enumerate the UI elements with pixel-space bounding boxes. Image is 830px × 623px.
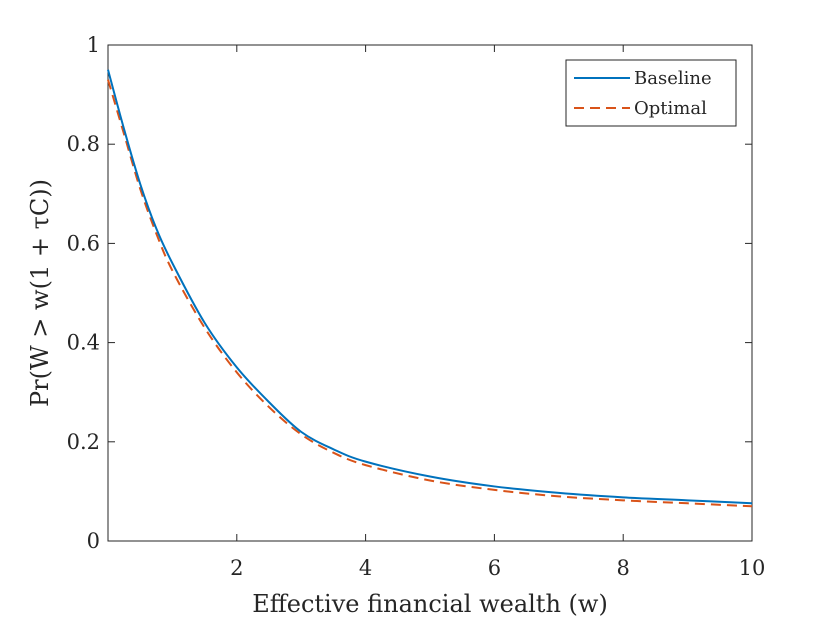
legend-box: [565, 59, 737, 127]
series-line-optimal: [107, 79, 753, 508]
y-tick-label: 0.6: [67, 231, 100, 255]
series-lines: [107, 69, 753, 508]
x-tick-label: 8: [617, 556, 630, 580]
series-line-baseline: [107, 69, 753, 505]
x-axis-label: Effective financial wealth (w): [252, 590, 608, 618]
plot-area: [107, 44, 753, 542]
y-tick-label: 0.8: [67, 132, 100, 156]
y-tick-label: 0: [87, 529, 100, 553]
x-tick-label: 2: [230, 556, 243, 580]
x-tick-label: 6: [488, 556, 501, 580]
x-tick-label: 4: [359, 556, 372, 580]
y-tick-label: 0.2: [67, 430, 100, 454]
plot-frame: [107, 44, 753, 542]
x-tick-label: 10: [739, 556, 766, 580]
legend: Baseline Optimal: [565, 59, 737, 127]
y-tick-label: 1: [87, 33, 100, 57]
axis-ticks: 2 4 6 8 10 0 0.2 0.4 0.6 0.8 1: [67, 33, 766, 580]
y-tick-label: 0.4: [67, 331, 100, 355]
legend-label-optimal: Optimal: [634, 98, 707, 119]
legend-label-baseline: Baseline: [634, 68, 712, 89]
y-axis-label: Pr(W > w(1 + τC)): [26, 179, 54, 407]
axis-labels: Effective financial wealth (w) Pr(W > w(1…: [26, 179, 608, 618]
